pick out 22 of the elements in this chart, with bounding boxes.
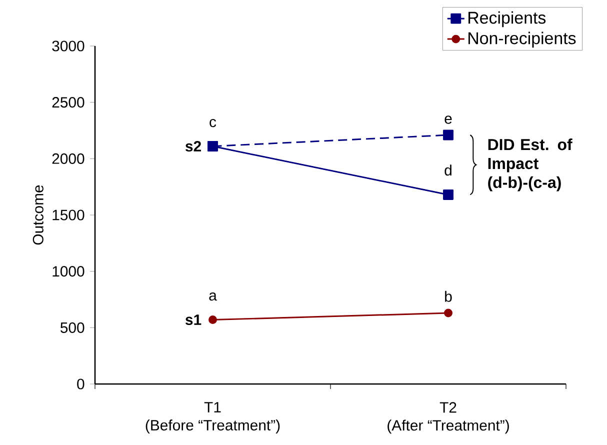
y-tick-label: 1000	[52, 266, 84, 277]
text: (After “Treatment”)	[388, 420, 509, 434]
y-tick-label: 2000	[52, 153, 84, 164]
annotation: b	[445, 290, 452, 302]
annotation: s1	[186, 314, 202, 325]
y-tick-label: 2500	[52, 97, 84, 108]
annotation: a	[209, 292, 217, 301]
y-tick-label: 1500	[52, 210, 84, 220]
legend-label: Recipients	[468, 11, 546, 28]
y-tick-label: 500	[60, 322, 84, 333]
annotation: d	[444, 164, 452, 176]
annotation: DID Est. of Impact (d-b)-(c-a)	[488, 138, 572, 192]
annotation: e	[444, 116, 452, 124]
y-tick-label: 3000	[52, 40, 84, 52]
y-axis-title: Outcome	[32, 185, 44, 245]
annotation: c	[210, 118, 216, 128]
annotation: s2	[186, 140, 201, 152]
legend-label: Non-recipients	[468, 32, 576, 48]
text: (Before “Treatment”)	[146, 420, 280, 434]
y-tick-label: 0	[77, 378, 84, 390]
x-tick-label: T2	[440, 402, 456, 413]
x-tick-label: T1	[204, 402, 221, 412]
